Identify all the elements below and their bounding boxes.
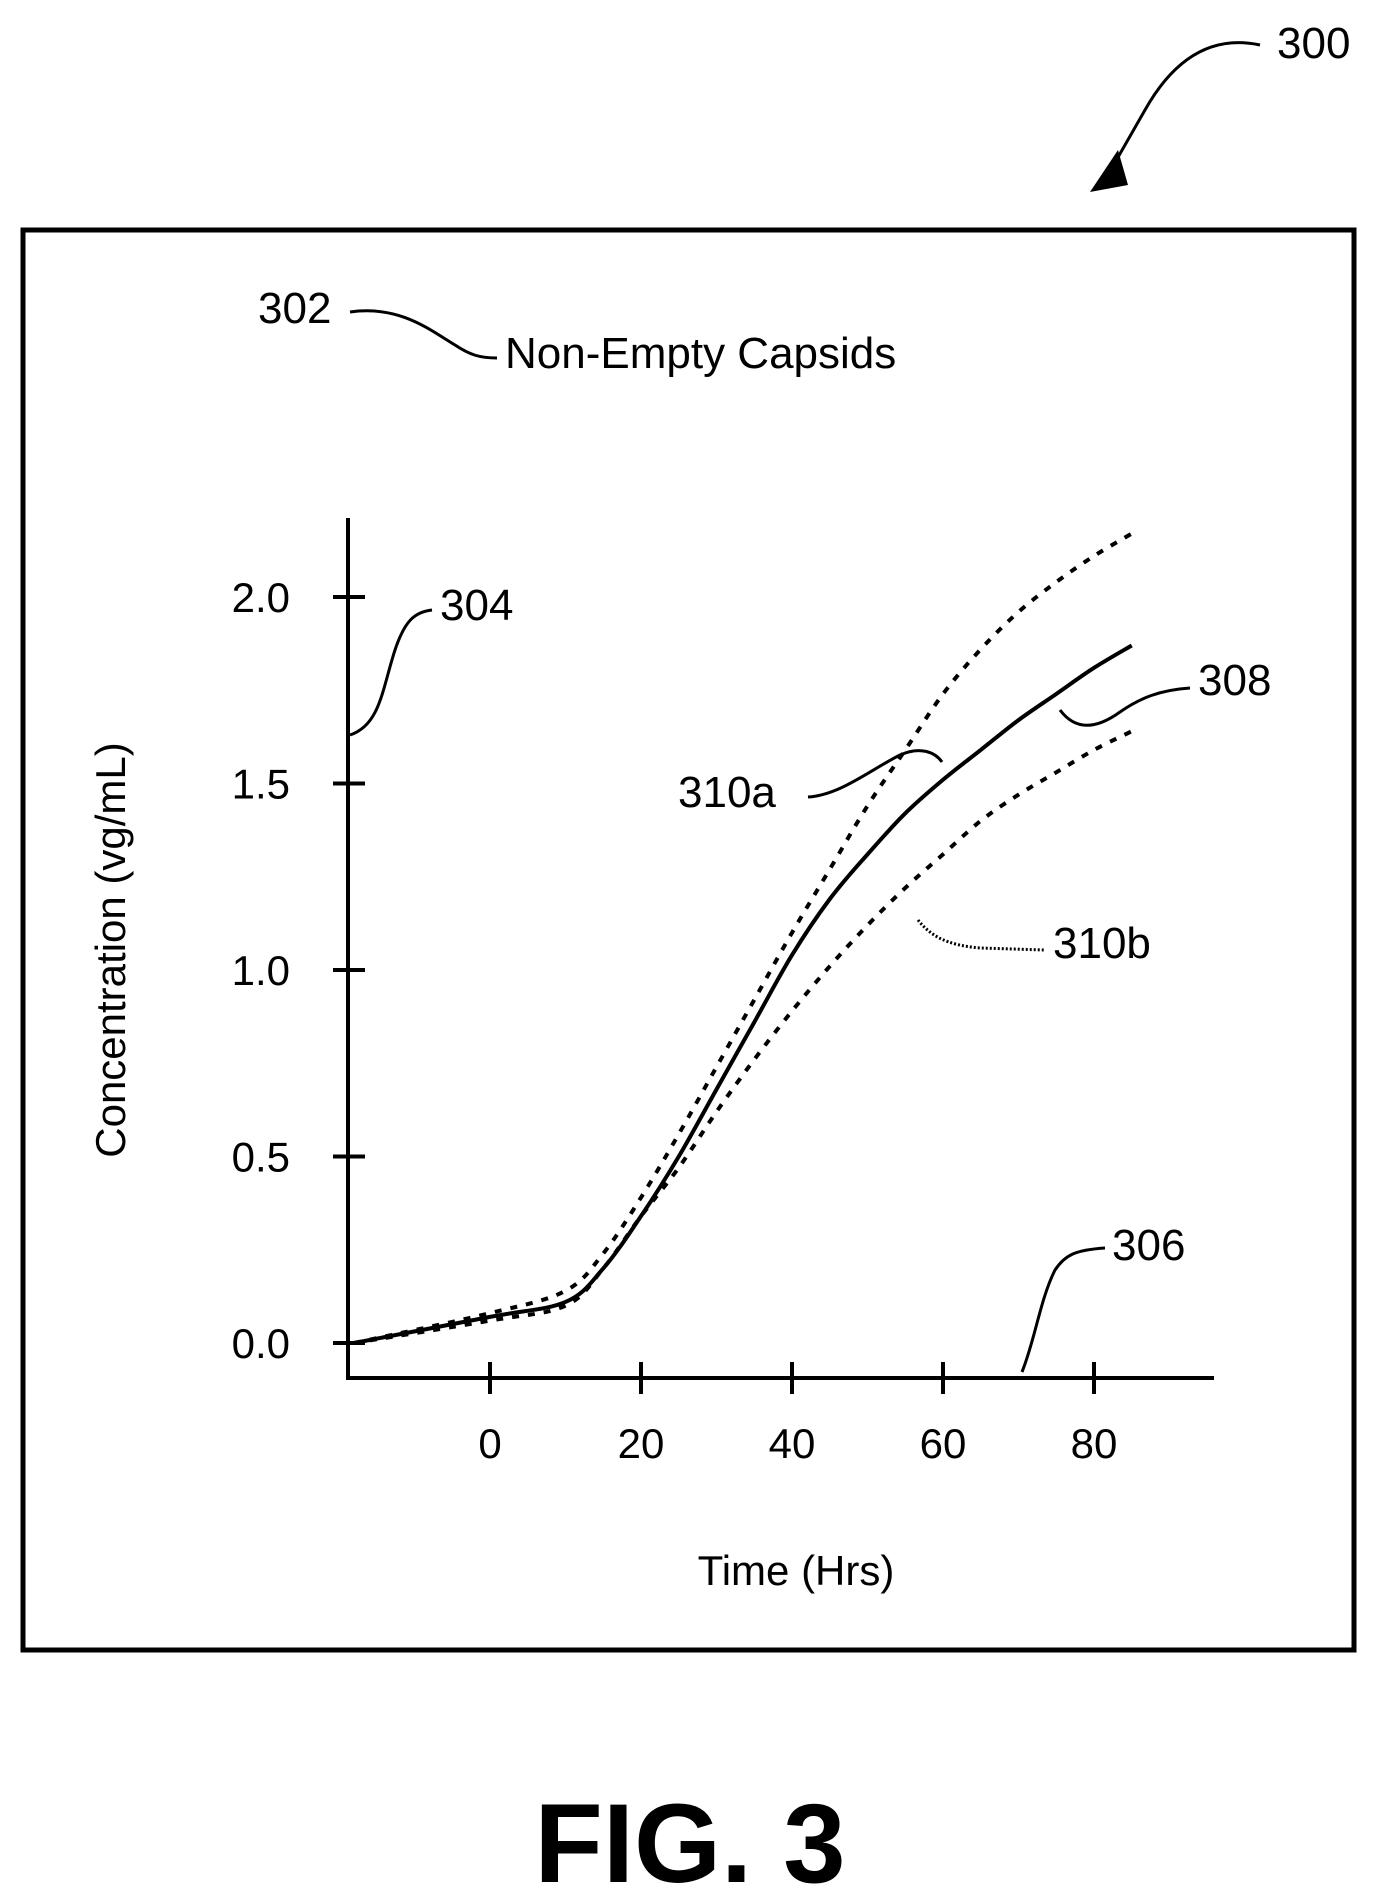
ref-306: 306 bbox=[1112, 1221, 1185, 1270]
leader-304 bbox=[349, 608, 433, 737]
y-tick-label: 0.5 bbox=[232, 1134, 290, 1181]
ref-308: 308 bbox=[1198, 656, 1271, 705]
x-tick-label: 20 bbox=[618, 1420, 665, 1467]
series-layer bbox=[353, 531, 1133, 1345]
y-tick-label: 1.0 bbox=[232, 947, 290, 994]
x-tick-label: 60 bbox=[920, 1420, 967, 1467]
figure-arrow-head bbox=[1090, 150, 1128, 192]
series-line-2 bbox=[353, 531, 1133, 1345]
y-axis-label: Concentration (vg/mL) bbox=[87, 742, 134, 1158]
leader-302 bbox=[349, 309, 498, 360]
y-ticks: 0.0 0.5 1.0 1.5 2.0 bbox=[232, 574, 365, 1367]
series-line-1 bbox=[353, 643, 1133, 1345]
figure-caption: FIG. 3 bbox=[534, 1781, 845, 1901]
chart-title: Non-Empty Capsids bbox=[505, 329, 896, 378]
x-tick-label: 40 bbox=[769, 1420, 816, 1467]
ref-310a: 310a bbox=[678, 768, 776, 817]
ref-304: 304 bbox=[440, 581, 513, 630]
y-tick-label: 2.0 bbox=[232, 574, 290, 621]
figure-number-label: 300 bbox=[1277, 19, 1350, 68]
x-ticks: 0 20 40 60 80 bbox=[478, 1362, 1117, 1467]
leader-306 bbox=[1020, 1246, 1106, 1373]
figure-arrow-shaft bbox=[1103, 41, 1261, 181]
figure-frame bbox=[20, 227, 1357, 1653]
ref-310b: 310b bbox=[1053, 919, 1151, 968]
x-tick-label: 80 bbox=[1071, 1420, 1118, 1467]
series-line-3 bbox=[353, 729, 1133, 1345]
leader-310a bbox=[807, 749, 944, 799]
leader-308 bbox=[1058, 686, 1191, 727]
y-tick-label: 1.5 bbox=[232, 761, 290, 808]
x-tick-label: 0 bbox=[478, 1420, 501, 1467]
leader-310b bbox=[916, 919, 1046, 952]
x-axis-label: Time (Hrs) bbox=[698, 1547, 895, 1594]
y-tick-label: 0.0 bbox=[232, 1320, 290, 1367]
ref-302: 302 bbox=[258, 284, 331, 333]
